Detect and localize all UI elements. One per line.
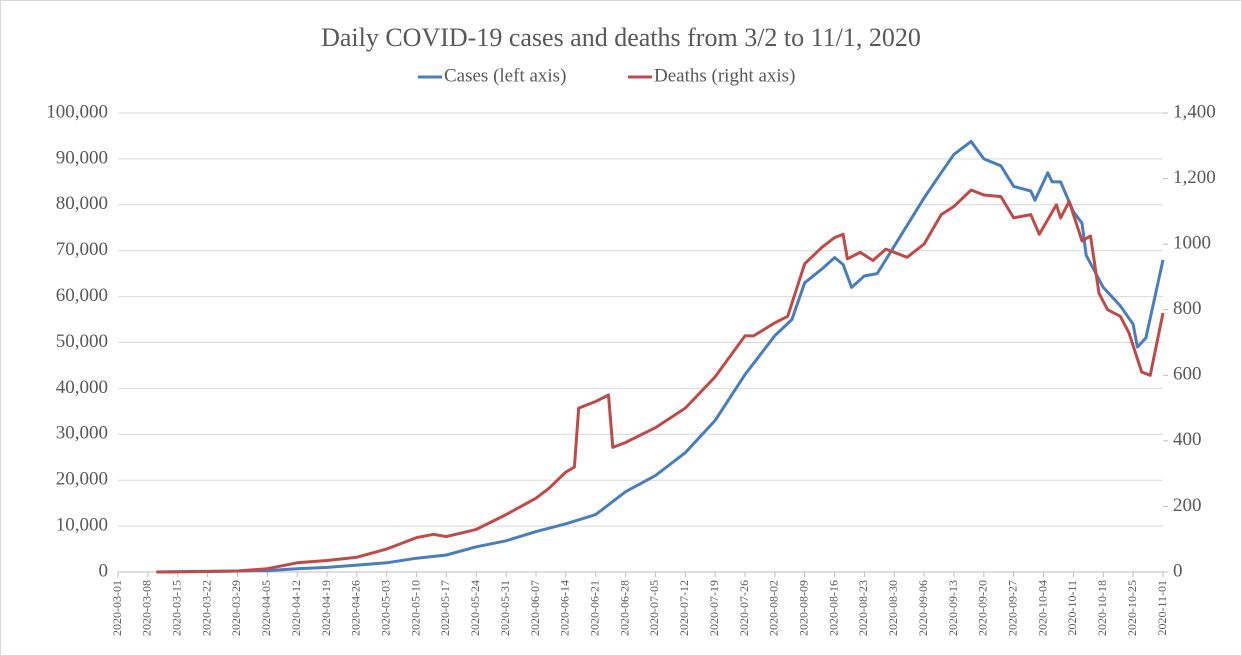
x-tick-label: 2020-05-24 (468, 580, 482, 636)
x-tick-label: 2020-04-26 (349, 580, 363, 636)
x-tick-label: 2020-06-21 (587, 580, 601, 636)
x-tick-label: 2020-05-03 (378, 580, 392, 636)
x-tick-label: 2020-05-17 (438, 580, 452, 636)
x-tick-label: 2020-10-04 (1035, 580, 1049, 636)
y-tick-label: 10,000 (56, 514, 108, 535)
x-tick-label: 2020-03-22 (199, 580, 213, 636)
y-tick-label: 100,000 (46, 101, 108, 122)
y-tick-label: 90,000 (56, 147, 108, 168)
x-tick-label: 2020-06-07 (528, 580, 542, 636)
y-tick-label: 40,000 (56, 377, 108, 398)
x-tick-label: 2020-08-16 (826, 580, 840, 636)
y-tick-label: 30,000 (56, 423, 108, 444)
y-tick-label: 80,000 (56, 193, 108, 214)
y2-tick-label: 400 (1173, 429, 1202, 450)
x-tick-label: 2020-10-25 (1125, 580, 1139, 636)
x-tick-label: 2020-05-10 (408, 580, 422, 636)
legend-label: Cases (left axis) (444, 65, 566, 86)
x-tick-label: 2020-03-08 (140, 580, 154, 636)
x-tick-label: 2020-07-12 (677, 580, 691, 636)
x-tick-label: 2020-08-23 (856, 580, 870, 636)
x-tick-label: 2020-09-06 (916, 580, 930, 636)
x-tick-label: 2020-09-20 (976, 580, 990, 636)
x-tick-label: 2020-03-01 (110, 580, 124, 636)
x-tick-label: 2020-07-26 (737, 580, 751, 636)
x-tick-label: 2020-05-31 (498, 580, 512, 636)
x-tick-label: 2020-06-28 (617, 580, 631, 636)
y-tick-label: 0 (99, 560, 109, 581)
x-tick-label: 2020-10-11 (1065, 580, 1079, 636)
x-tick-label: 2020-09-27 (1005, 580, 1019, 636)
y-tick-label: 60,000 (56, 285, 108, 306)
x-tick-label: 2020-08-09 (796, 580, 810, 636)
x-tick-label: 2020-04-19 (319, 580, 333, 636)
series-line (156, 188, 1165, 574)
x-tick-label: 2020-06-14 (558, 580, 572, 636)
x-tick-label: 2020-03-29 (229, 580, 243, 636)
legend-label: Deaths (right axis) (654, 65, 795, 86)
x-tick-label: 2020-07-19 (707, 580, 721, 636)
x-tick-label: 2020-11-01 (1155, 580, 1169, 636)
y-tick-label: 70,000 (56, 239, 108, 260)
x-tick-label: 2020-04-12 (289, 580, 303, 636)
x-tick-label: 2020-09-13 (946, 580, 960, 636)
y-tick-label: 20,000 (56, 469, 108, 490)
y2-tick-label: 1,200 (1173, 167, 1216, 188)
y2-tick-label: 200 (1173, 495, 1202, 516)
y2-tick-label: 1000 (1173, 233, 1211, 254)
x-tick-label: 2020-04-05 (259, 580, 273, 636)
x-tick-label: 2020-08-02 (767, 580, 781, 636)
y2-tick-label: 600 (1173, 364, 1202, 385)
y2-tick-label: 1,400 (1173, 101, 1216, 122)
y2-tick-label: 0 (1173, 560, 1183, 581)
x-tick-label: 2020-03-15 (169, 580, 183, 636)
x-tick-label: 2020-08-30 (886, 580, 900, 636)
y2-tick-label: 800 (1173, 298, 1202, 319)
x-tick-label: 2020-10-18 (1095, 580, 1109, 636)
x-tick-label: 2020-07-05 (647, 580, 661, 636)
y-tick-label: 50,000 (56, 331, 108, 352)
chart-title: Daily COVID-19 cases and deaths from 3/2… (321, 23, 921, 52)
